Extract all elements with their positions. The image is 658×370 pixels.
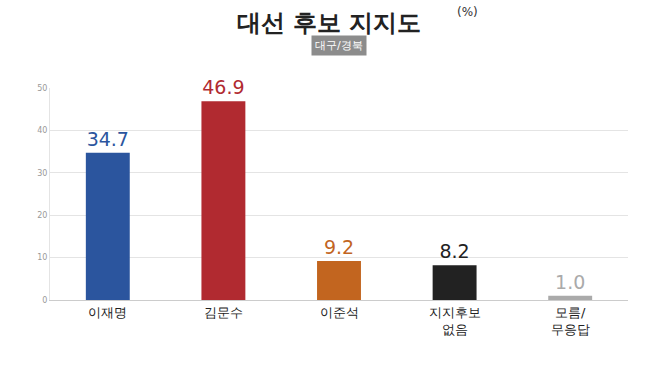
svg-text:30: 30 [37,169,47,178]
svg-text:대선 후보 지지도: 대선 후보 지지도 [237,9,422,37]
svg-text:모름/무응답: 모름/무응답 [551,305,590,337]
svg-text:이재명: 이재명 [88,305,127,320]
svg-text:20: 20 [37,211,47,220]
svg-text:40: 40 [37,126,47,135]
svg-text:(%): (%) [457,5,478,19]
svg-text:0: 0 [42,296,47,305]
svg-text:8.2: 8.2 [439,240,469,262]
svg-text:9.2: 9.2 [324,236,354,258]
svg-text:이준석: 이준석 [320,305,359,320]
svg-text:34.7: 34.7 [87,128,129,150]
svg-text:46.9: 46.9 [202,76,244,98]
svg-text:지지후보없음: 지지후보없음 [429,305,481,337]
svg-text:50: 50 [37,84,47,93]
svg-text:1.0: 1.0 [555,271,585,293]
svg-text:김문수: 김문수 [204,305,243,320]
svg-text:대구/경북: 대구/경북 [315,39,363,52]
svg-text:10: 10 [37,253,47,262]
